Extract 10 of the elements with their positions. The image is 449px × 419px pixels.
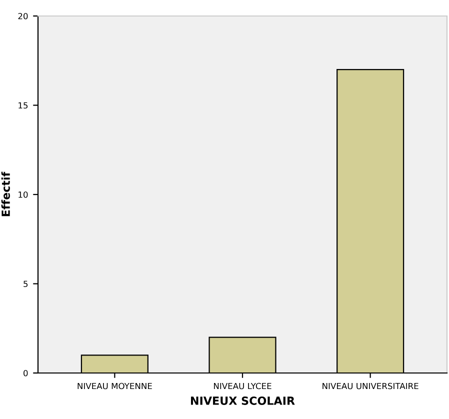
x-tick-label: NIVEAU UNIVERSITAIRE xyxy=(322,382,418,390)
x-tick-label: NIVEAU MOYENNE xyxy=(78,382,152,390)
y-tick-label: 0 xyxy=(24,370,28,376)
y-tick-label: 10 xyxy=(18,191,28,198)
y-axis-title: Effectif xyxy=(1,172,10,216)
y-tick-label: 5 xyxy=(24,280,28,288)
x-tick-label: NIVEAU LYCEE xyxy=(214,382,272,390)
y-tick-label: 15 xyxy=(18,102,28,109)
x-axis-title: NIVEUX SCOLAIR xyxy=(190,396,295,405)
y-tick-label: 20 xyxy=(18,12,28,20)
